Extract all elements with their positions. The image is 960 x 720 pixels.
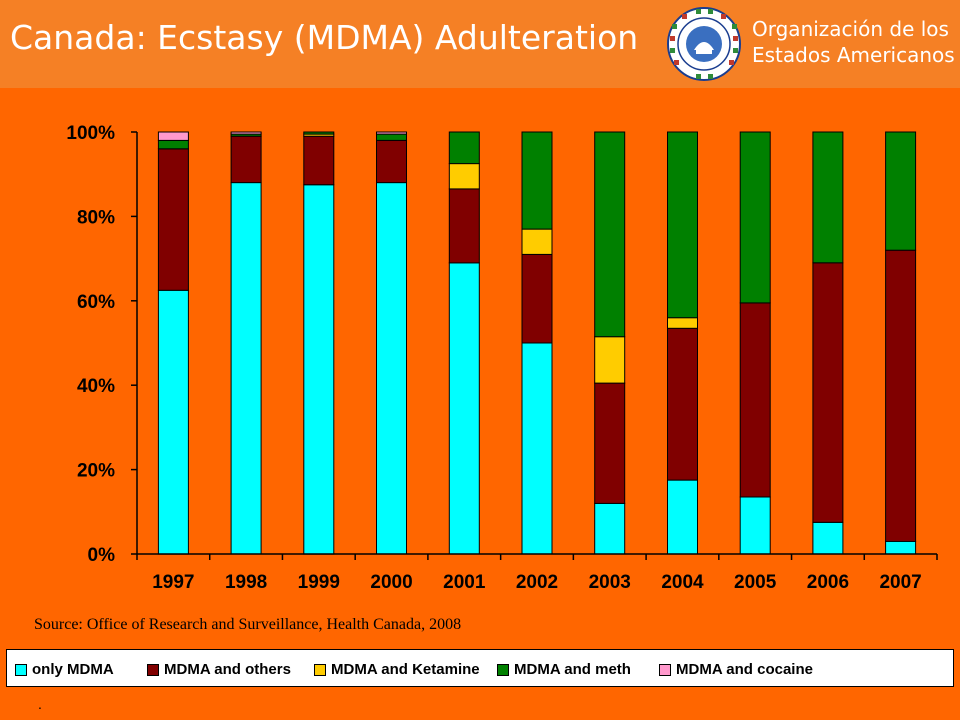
oas-seal-icon — [667, 7, 741, 81]
slide-title: Canada: Ecstasy (MDMA) Adulteration — [10, 18, 639, 57]
bar-1997-series-3 — [157, 139, 189, 150]
bar-2007-series-3 — [885, 131, 917, 251]
legend-swatch — [147, 663, 159, 676]
bar-2003-series-0 — [594, 502, 626, 555]
x-tick-label: 2000 — [370, 572, 412, 593]
legend-swatch — [659, 663, 671, 676]
y-tick-label: 20% — [77, 461, 115, 482]
bar-2007-series-0 — [885, 540, 917, 555]
bar-1999-series-3 — [303, 131, 335, 135]
chart-legend: only MDMA MDMA and others MDMA and Ketamin… — [6, 649, 954, 687]
legend-item: MDMA and Ketamine — [314, 661, 480, 678]
legend-label: MDMA and Ketamine — [331, 661, 480, 678]
bar-2003-series-1 — [594, 382, 626, 504]
footer-dot: . — [38, 696, 42, 712]
legend-item: only MDMA — [15, 661, 114, 678]
y-tick-label: 80% — [77, 207, 115, 228]
x-tick-label: 2002 — [516, 572, 558, 593]
bar-1999-series-0 — [303, 184, 335, 555]
x-tick-label: 2005 — [734, 572, 777, 593]
bar-1998-series-0 — [230, 182, 262, 555]
header-band: Canada: Ecstasy (MDMA) Adulteration Orga… — [0, 0, 960, 88]
y-tick-label: 60% — [77, 292, 115, 313]
bars-layer — [157, 131, 917, 555]
x-tick-label: 2007 — [879, 572, 921, 593]
legend-item: MDMA and meth — [497, 661, 631, 678]
legend-label: MDMA and others — [164, 661, 291, 678]
legend-item: MDMA and others — [147, 661, 291, 678]
bar-2003-series-3 — [594, 131, 626, 338]
bar-2003-series-2 — [594, 336, 626, 384]
x-tick-label: 2006 — [807, 572, 849, 593]
bar-2000-series-4 — [376, 131, 407, 135]
bar-2000-series-3 — [376, 133, 407, 141]
x-tick-label: 1999 — [298, 572, 340, 593]
bar-2001-series-0 — [448, 262, 480, 555]
legend-label: MDMA and meth — [514, 661, 631, 678]
bar-2007-series-1 — [885, 249, 917, 542]
org-line-2: Estados Americanos — [752, 43, 955, 67]
bar-2004-series-3 — [667, 131, 698, 319]
y-tick-label: 100% — [66, 123, 115, 144]
y-tick-label: 40% — [77, 376, 115, 397]
bar-2004-series-2 — [667, 317, 698, 329]
bar-2002-series-1 — [521, 253, 553, 344]
bar-2005-series-0 — [739, 496, 771, 555]
stacked-bar-chart: 0% 20% 40% 60% 80% 100% 1997 1998 1999 2000 2001 20… — [66, 123, 938, 593]
axes-layer — [131, 131, 938, 560]
y-tick-label: 0% — [88, 545, 116, 566]
x-tick-label: 1997 — [152, 572, 194, 593]
x-tick-label: 2004 — [661, 572, 704, 593]
x-tick-label: 2001 — [443, 572, 486, 593]
organization-name: Organización de los Estados Americanos — [752, 16, 955, 68]
bar-2002-series-2 — [521, 228, 553, 255]
bar-1997-series-1 — [157, 148, 189, 291]
bar-2001-series-3 — [448, 131, 480, 165]
bar-2001-series-1 — [448, 188, 480, 264]
x-tick-label: 1998 — [225, 572, 267, 593]
bar-1997-series-4 — [157, 131, 189, 141]
legend-swatch — [314, 663, 326, 676]
bar-1999-series-1 — [303, 135, 335, 186]
bar-2006-series-3 — [812, 131, 844, 264]
bar-1998-series-1 — [230, 135, 262, 184]
legend-swatch — [497, 663, 509, 676]
source-note: Source: Office of Research and Surveilla… — [34, 616, 462, 633]
legend-item: MDMA and cocaine — [659, 661, 813, 678]
bar-2006-series-1 — [812, 262, 844, 523]
bar-2006-series-0 — [812, 521, 844, 555]
bar-2000-series-1 — [376, 139, 407, 184]
bar-2002-series-3 — [521, 131, 553, 230]
org-line-1: Organización de los — [752, 17, 949, 41]
bar-2000-series-0 — [376, 182, 407, 555]
legend-label: only MDMA — [32, 661, 114, 678]
bar-2005-series-3 — [739, 131, 771, 304]
legend-label: MDMA and cocaine — [676, 661, 813, 678]
bar-2004-series-0 — [667, 479, 698, 555]
bar-1997-series-0 — [157, 289, 189, 555]
x-tick-label: 2003 — [589, 572, 631, 593]
bar-2004-series-1 — [667, 327, 698, 481]
bar-2002-series-0 — [521, 342, 553, 555]
tick-labels-layer: 0% 20% 40% 60% 80% 100% 1997 1998 1999 2000 2001 20… — [66, 123, 921, 593]
bar-2001-series-2 — [448, 163, 480, 190]
bar-2005-series-1 — [739, 302, 771, 498]
legend-swatch — [15, 663, 27, 676]
bar-1998-series-4 — [230, 131, 262, 135]
